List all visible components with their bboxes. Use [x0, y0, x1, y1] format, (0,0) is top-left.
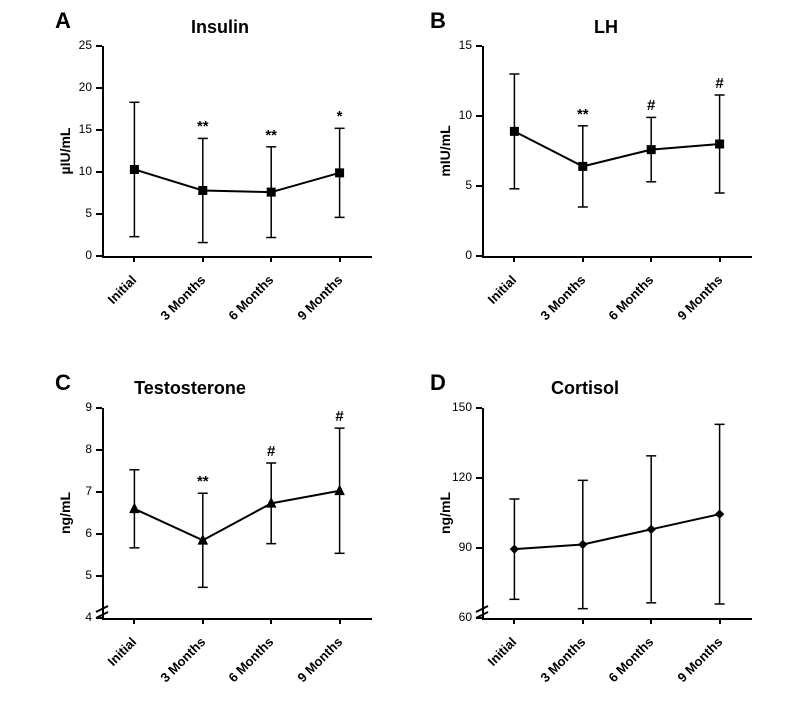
data-marker [716, 510, 724, 518]
series-line [514, 514, 719, 549]
data-marker [510, 545, 518, 553]
data-marker [579, 541, 587, 549]
figure-container: AInsulinµIU/mL0510152025Initial3 Months6… [0, 0, 790, 717]
data-marker [647, 525, 655, 533]
data-svg-D [0, 0, 790, 717]
